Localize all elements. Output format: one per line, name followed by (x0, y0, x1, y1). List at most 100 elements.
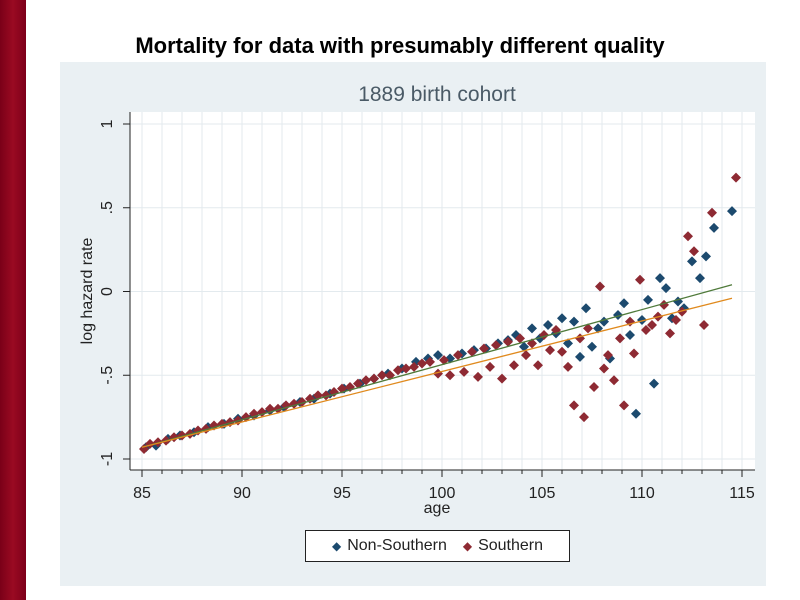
point-southern (503, 336, 513, 347)
data-points (139, 172, 741, 454)
point-non-southern (587, 341, 597, 352)
point-non-southern (701, 251, 711, 262)
point-southern (485, 361, 495, 372)
legend-item-non-southern: ◆ Non-Southern (332, 537, 447, 555)
x-tick-label: 115 (729, 485, 755, 502)
point-southern (473, 371, 483, 382)
axes: -1 -.5 0 .5 1 85 90 95 100 105 110 115 (99, 119, 755, 502)
point-southern (515, 333, 525, 344)
point-southern (569, 400, 579, 411)
point-southern (595, 281, 605, 292)
point-southern (619, 400, 629, 411)
point-non-southern (619, 298, 629, 309)
point-southern (393, 365, 403, 376)
y-tick-label: .5 (99, 201, 116, 214)
y-tick-label: -.5 (99, 366, 116, 385)
y-tick-label: 0 (99, 287, 116, 296)
point-southern (615, 333, 625, 344)
point-southern (563, 361, 573, 372)
fit-line-non-southern (141, 284, 733, 448)
y-tick-label: 1 (99, 119, 116, 128)
point-southern (557, 346, 567, 357)
point-southern (589, 381, 599, 392)
point-non-southern (569, 316, 579, 327)
legend-label: Southern (478, 537, 544, 554)
point-southern (509, 360, 519, 371)
point-non-southern (519, 341, 529, 352)
point-southern (629, 348, 639, 359)
point-non-southern (527, 323, 537, 334)
point-southern (425, 356, 435, 367)
point-southern (409, 361, 419, 372)
point-southern (479, 343, 489, 354)
x-tick-label: 85 (133, 485, 151, 502)
point-southern (439, 355, 449, 366)
point-southern (707, 207, 717, 218)
point-southern (603, 350, 613, 361)
legend: ◆ Non-Southern ◆ Southern (305, 530, 570, 562)
point-southern (353, 378, 363, 389)
point-non-southern (661, 283, 671, 294)
x-tick-label: 90 (233, 485, 251, 502)
point-southern (545, 345, 555, 356)
point-southern (433, 368, 443, 379)
point-non-southern (625, 330, 635, 341)
point-southern (689, 246, 699, 257)
x-tick-label: 100 (429, 485, 456, 502)
point-southern (609, 375, 619, 386)
point-non-southern (631, 408, 641, 419)
point-southern (635, 274, 645, 285)
x-tick-label: 110 (629, 485, 655, 502)
legend-item-southern: ◆ Southern (463, 537, 543, 555)
point-southern (361, 375, 371, 386)
y-tick-label: -1 (99, 452, 116, 466)
point-southern (491, 340, 501, 351)
point-non-southern (727, 206, 737, 217)
point-non-southern (543, 320, 553, 330)
point-southern (273, 403, 283, 414)
point-southern (401, 363, 411, 374)
point-southern (599, 363, 609, 374)
point-southern (497, 373, 507, 384)
point-southern (677, 306, 687, 317)
point-non-southern (433, 350, 443, 361)
fit-line-southern (141, 297, 733, 448)
point-non-southern (649, 378, 659, 389)
x-axis-label: age (424, 500, 451, 517)
point-southern (521, 350, 531, 361)
fit-lines-overlay (141, 284, 733, 448)
slide-title: Mortality for data with presumably diffe… (135, 33, 665, 58)
point-southern (579, 412, 589, 423)
gridlines (130, 112, 755, 470)
point-southern (671, 314, 681, 325)
diamond-marker-icon: ◆ (331, 539, 342, 553)
point-southern (647, 320, 657, 330)
point-southern (377, 370, 387, 381)
point-southern (665, 328, 675, 339)
x-tick-label: 105 (529, 485, 556, 502)
point-southern (453, 350, 463, 361)
point-southern (369, 373, 379, 384)
point-southern (445, 370, 455, 381)
point-non-southern (575, 351, 585, 362)
point-non-southern (557, 313, 567, 324)
legend-label: Non-Southern (347, 537, 447, 554)
point-non-southern (581, 303, 591, 314)
point-southern (467, 346, 477, 357)
point-southern (459, 366, 469, 377)
point-southern (583, 323, 593, 334)
point-non-southern (643, 294, 653, 305)
point-non-southern (637, 314, 647, 325)
point-southern (417, 358, 427, 369)
x-tick-label: 95 (333, 485, 351, 502)
diamond-marker-icon: ◆ (462, 539, 473, 553)
point-non-southern (687, 256, 697, 267)
point-southern (699, 320, 709, 330)
point-non-southern (655, 273, 665, 284)
point-southern (641, 325, 651, 336)
point-non-southern (709, 222, 719, 233)
side-accent-bar (0, 0, 26, 600)
point-non-southern (695, 273, 705, 284)
chart-title: 1889 birth cohort (358, 83, 516, 106)
